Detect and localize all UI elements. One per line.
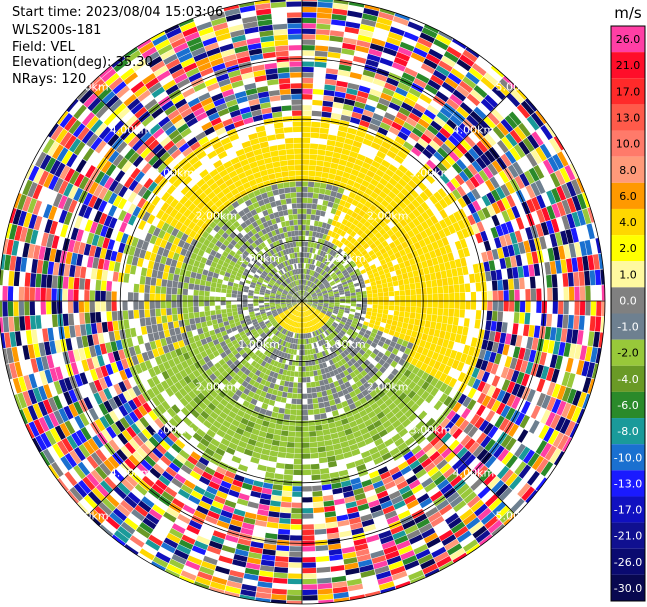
ring-label: 2.00km (367, 381, 409, 394)
instrument-label: WLS200s-181 (12, 23, 102, 38)
ring-label: 5.00km (495, 509, 537, 522)
ring-label: 1.00km (324, 252, 366, 265)
ring-label: 1.00km (238, 338, 280, 351)
ring-label: 4.00km (110, 466, 152, 479)
radial-spoke (301, 86, 517, 302)
elevation-label: Elevation(deg): 35.30 (12, 55, 153, 70)
radial-spoke (87, 300, 303, 516)
ring-label: 2.00km (367, 209, 409, 222)
ppi-gates (0, 0, 605, 604)
ring-label: 3.00km (410, 424, 452, 437)
nrays-label: NRays: 120 (12, 72, 87, 87)
range-rings (0, 0, 606, 605)
ring-label: 5.00km (67, 81, 109, 94)
ring-label: 4.00km (453, 466, 495, 479)
ring-label: 3.00km (410, 166, 452, 179)
ring-label: 1.00km (324, 338, 366, 351)
ring-label: 3.00km (153, 424, 195, 437)
ring-label: 1.00km (238, 252, 280, 265)
ring-label: 4.00km (110, 124, 152, 137)
ring-label: 3.00km (153, 166, 195, 179)
ring-label: 4.00km (453, 124, 495, 137)
ring-label: 2.00km (196, 381, 238, 394)
ring-label: 5.00km (495, 81, 537, 94)
radial-spoke (87, 86, 303, 302)
ring-label: 2.00km (196, 209, 238, 222)
ring-label: 5.00km (67, 509, 109, 522)
start-time-label: Start time: 2023/08/04 15:03:06 (12, 5, 224, 20)
radial-spoke (301, 300, 517, 516)
field-label: Field: VEL (12, 40, 75, 55)
ring-labels: 1.00km 2.00km 3.00km 4.00km 5.00km 1.00km 2.00… (67, 81, 537, 523)
